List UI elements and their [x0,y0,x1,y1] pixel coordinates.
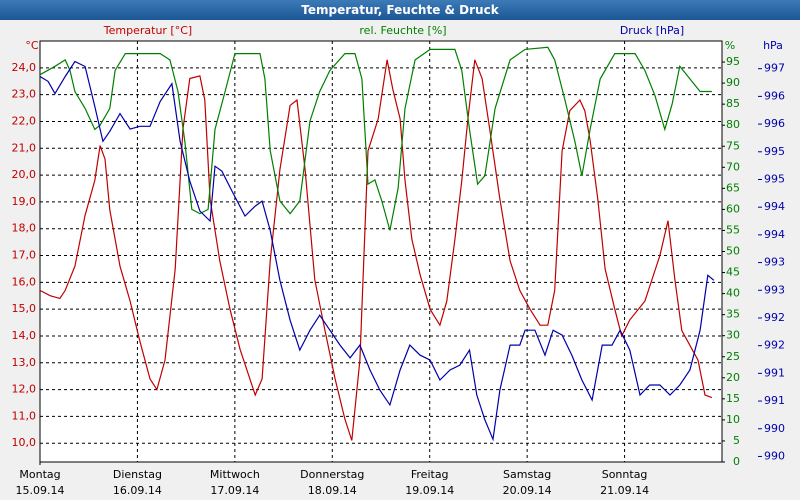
x-tick-day: Mittwoch [210,468,260,481]
y2-tick-label: 50 [726,245,740,258]
y-tick-label: 19,0 [12,195,37,208]
x-tick-day: Dienstag [113,468,162,481]
y3-tick-label: 990 [764,422,785,435]
y-tick-label: 18,0 [12,222,37,235]
y3-tick-label: 991 [764,394,785,407]
x-tick-label: 16.09.14 [113,484,162,497]
chart-title: Temperatur, Feuchte & Druck [301,3,499,17]
y2-tick-label: 90 [726,76,740,89]
y3-tick-label: 997 [764,62,785,75]
y3-tick-label: 992 [764,311,785,324]
legend-label: Druck [hPa] [620,24,684,37]
x-tick-day: Sonntag [602,468,648,481]
x-tick-label: 19.09.14 [405,484,454,497]
x-tick-label: 15.09.14 [16,484,65,497]
y-tick-label: 14,0 [12,329,37,342]
y2-tick-label: 10 [726,413,740,426]
y3-tick-label: 992 [764,339,785,352]
legend-label: rel. Feuchte [%] [359,24,446,37]
x-tick-day: Samstag [503,468,551,481]
y-tick-label: 21,0 [12,141,37,154]
x-tick-day: Donnerstag [300,468,364,481]
y3-tick-label: 995 [764,145,785,158]
y-tick-label: 23,0 [12,88,37,101]
x-tick-day: Montag [19,468,60,481]
y2-tick-label: 35 [726,308,740,321]
y-tick-label: 17,0 [12,249,37,262]
y3-tick-label: 996 [764,117,785,130]
y3-unit: hPa [763,39,783,52]
series-line [39,60,715,442]
y2-tick-label: 80 [726,118,740,131]
x-tick-label: 20.09.14 [503,484,552,497]
y3-tick-label: 993 [764,283,785,296]
y-tick-label: 12,0 [12,383,37,396]
y2-tick-label: 60 [726,202,740,215]
y3-tick-label: 996 [764,89,785,102]
y2-tick-label: 30 [726,329,740,342]
y3-tick-label: 990 [764,449,785,462]
y2-tick-label: 45 [726,266,740,279]
title-bar [0,0,800,20]
y3-tick-label: 994 [764,200,785,213]
y-tick-label: 11,0 [12,409,37,422]
y-tick-label: 16,0 [12,275,37,288]
y3-tick-label: 993 [764,256,785,269]
y-tick-label: 20,0 [12,168,37,181]
y3-tick-label: 991 [764,366,785,379]
y2-unit: % [725,39,735,52]
y-unit: °C [25,39,39,52]
x-tick-day: Freitag [411,468,449,481]
y-tick-label: 10,0 [12,436,37,449]
y-tick-label: 15,0 [12,302,37,315]
y2-tick-label: 95 [726,55,740,68]
y2-tick-label: 0 [733,455,740,468]
y-tick-label: 22,0 [12,114,37,127]
x-tick-label: 17.09.14 [210,484,259,497]
y-tick-label: 13,0 [12,356,37,369]
y-tick-label: 24,0 [12,61,37,74]
y2-tick-label: 85 [726,97,740,110]
y2-tick-label: 40 [726,287,740,300]
y2-tick-label: 70 [726,160,740,173]
y2-tick-label: 55 [726,223,740,236]
y2-tick-label: 25 [726,350,740,363]
y2-tick-label: 5 [733,434,740,447]
y2-tick-label: 20 [726,371,740,384]
y2-tick-label: 65 [726,181,740,194]
series-line [39,46,712,231]
x-tick-label: 18.09.14 [308,484,357,497]
y3-tick-label: 994 [764,228,785,241]
y2-tick-label: 75 [726,139,740,152]
y2-tick-label: 15 [726,392,740,405]
x-tick-label: 21.09.14 [600,484,649,497]
legend-label: Temperatur [°C] [103,24,192,37]
y3-tick-label: 995 [764,172,785,185]
